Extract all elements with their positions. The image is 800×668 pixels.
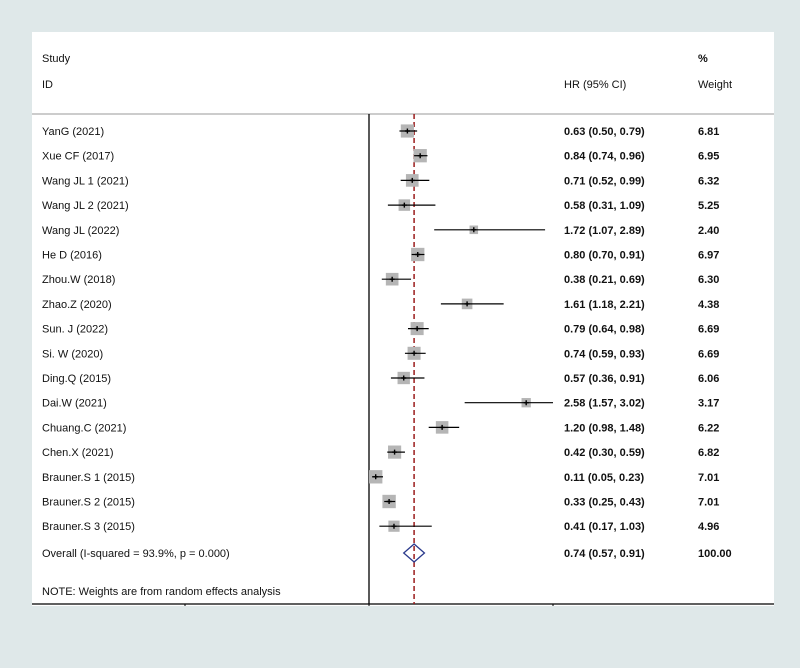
study-ci-text: 1.20 (0.98, 1.48)	[564, 422, 645, 434]
overall-weight: 100.00	[698, 548, 732, 560]
study-row: Zhao.Z (2020) 1.61 (1.18, 2.21) 4.38	[42, 298, 719, 311]
study-label: Xue CF (2017)	[42, 151, 114, 163]
plot-panel: Study ID HR (95% CI) % Weight YanG (2021…	[32, 32, 774, 606]
study-ci-text: 0.63 (0.50, 0.79)	[564, 126, 645, 138]
study-label: Brauner.S 3 (2015)	[42, 521, 135, 533]
study-rows: YanG (2021) 0.63 (0.50, 0.79) 6.81 Xue CF (…	[42, 114, 719, 604]
study-row: Si. W (2020) 0.74 (0.59, 0.93) 6.69	[42, 346, 719, 360]
study-row: Dai.W (2021) 2.58 (1.57, 3.02) 3.17	[42, 398, 719, 410]
study-ci-text: 0.33 (0.25, 0.43)	[564, 497, 645, 509]
study-label: YanG (2021)	[42, 126, 104, 138]
study-ci-text: 0.71 (0.52, 0.99)	[564, 175, 645, 187]
study-weight: 6.95	[698, 151, 719, 163]
forest-plot: Study ID HR (95% CI) % Weight YanG (2021…	[32, 53, 774, 606]
study-ci-text: 0.79 (0.64, 0.98)	[564, 324, 645, 336]
study-point-marker	[439, 424, 445, 430]
study-ci-text: 0.38 (0.21, 0.69)	[564, 274, 645, 286]
study-label: Wang JL 2 (2021)	[42, 200, 129, 212]
study-weight: 6.32	[698, 175, 719, 187]
study-point-marker	[415, 252, 421, 257]
study-weight: 6.97	[698, 250, 719, 262]
study-row: Xue CF (2017) 0.84 (0.74, 0.96) 6.95	[42, 149, 719, 163]
header-pct: %	[698, 53, 708, 65]
study-point-marker	[417, 153, 423, 159]
header-hr: HR (95% CI)	[564, 79, 626, 91]
study-ci-text: 0.41 (0.17, 1.03)	[564, 521, 645, 533]
study-row: Brauner.S 3 (2015) 0.41 (0.17, 1.03) 4.96	[42, 520, 719, 533]
study-point-marker	[373, 474, 379, 480]
study-label: Brauner.S 2 (2015)	[42, 497, 135, 509]
study-weight: 4.96	[698, 521, 719, 533]
header-weight: Weight	[698, 79, 732, 91]
study-label: Ding.Q (2015)	[42, 373, 111, 385]
overall-diamond	[402, 543, 426, 563]
study-label: Sun. J (2022)	[42, 324, 108, 336]
overall-ci: 0.74 (0.57, 0.91)	[564, 548, 645, 560]
study-weight: 4.38	[698, 299, 719, 311]
study-row: Ding.Q (2015) 0.57 (0.36, 0.91) 6.06	[42, 371, 719, 385]
study-point-marker	[386, 499, 392, 504]
study-ci-text: 0.58 (0.31, 1.09)	[564, 200, 645, 212]
study-weight: 6.06	[698, 373, 719, 385]
study-row: Zhou.W (2018) 0.38 (0.21, 0.69) 6.30	[42, 272, 719, 286]
study-label: Wang JL 1 (2021)	[42, 175, 129, 187]
note-text: NOTE: Weights are from random effects an…	[42, 586, 281, 598]
study-ci-text: 0.11 (0.05, 0.23)	[564, 472, 644, 484]
study-ci-text: 1.72 (1.07, 2.89)	[564, 225, 645, 237]
study-point-marker	[389, 276, 395, 282]
study-point-marker	[392, 449, 398, 455]
study-weight: 6.81	[698, 126, 719, 138]
study-weight: 6.22	[698, 422, 719, 434]
study-row: Wang JL (2022) 1.72 (1.07, 2.89) 2.40	[42, 225, 719, 237]
study-weight: 6.69	[698, 324, 719, 336]
header-id: ID	[42, 79, 53, 91]
study-weight: 7.01	[698, 472, 719, 484]
study-row: Chen.X (2021) 0.42 (0.30, 0.59) 6.82	[42, 445, 719, 459]
study-label: Brauner.S 1 (2015)	[42, 472, 135, 484]
study-label: Zhou.W (2018)	[42, 274, 115, 286]
study-row: Wang JL 1 (2021) 0.71 (0.52, 0.99) 6.32	[42, 174, 719, 187]
study-row: Wang JL 2 (2021) 0.58 (0.31, 1.09) 5.25	[42, 199, 719, 212]
study-ci-text: 2.58 (1.57, 3.02)	[564, 398, 645, 410]
study-row: Sun. J (2022) 0.79 (0.64, 0.98) 6.69	[42, 322, 719, 336]
study-weight: 6.30	[698, 274, 719, 286]
study-label: Zhao.Z (2020)	[42, 299, 112, 311]
study-weight: 5.25	[698, 200, 719, 212]
study-label: Si. W (2020)	[42, 348, 103, 360]
study-ci-text: 0.74 (0.59, 0.93)	[564, 348, 645, 360]
study-weight: 6.82	[698, 447, 719, 459]
study-point-marker	[471, 227, 477, 233]
study-weight: 2.40	[698, 225, 719, 237]
study-weight: 7.01	[698, 497, 719, 509]
study-ci-text: 0.84 (0.74, 0.96)	[564, 151, 645, 163]
study-weight: 6.69	[698, 348, 719, 360]
x-axis-ticks: -3.0203.02	[184, 604, 554, 606]
study-ci-text: 0.80 (0.70, 0.91)	[564, 250, 645, 262]
study-ci-text: 0.42 (0.30, 0.59)	[564, 447, 645, 459]
study-point-marker	[404, 128, 410, 134]
study-point-marker	[401, 202, 407, 208]
study-point-marker	[464, 301, 470, 307]
study-label: Wang JL (2022)	[42, 225, 119, 237]
study-point-marker	[409, 177, 415, 183]
study-point-marker	[523, 400, 529, 406]
study-point-marker	[401, 375, 407, 381]
study-row: Chuang.C (2021) 1.20 (0.98, 1.48) 6.22	[42, 421, 719, 434]
header-study: Study	[42, 53, 71, 65]
study-row: Brauner.S 1 (2015) 0.11 (0.05, 0.23) 7.01	[42, 470, 719, 484]
study-weight: 3.17	[698, 398, 719, 410]
study-label: He D (2016)	[42, 250, 102, 262]
study-point-marker	[411, 350, 417, 356]
study-ci-text: 0.57 (0.36, 0.91)	[564, 373, 645, 385]
study-row: He D (2016) 0.80 (0.70, 0.91) 6.97	[42, 247, 719, 262]
study-row: YanG (2021) 0.63 (0.50, 0.79) 6.81	[42, 124, 719, 138]
study-label: Chuang.C (2021)	[42, 422, 126, 434]
study-point-marker	[391, 523, 397, 529]
study-ci-text: 1.61 (1.18, 2.21)	[564, 299, 645, 311]
study-point-marker	[414, 326, 420, 332]
study-label: Dai.W (2021)	[42, 398, 107, 410]
study-label: Chen.X (2021)	[42, 447, 114, 459]
overall-label: Overall (I-squared = 93.9%, p = 0.000)	[42, 548, 230, 560]
study-row: Brauner.S 2 (2015) 0.33 (0.25, 0.43) 7.01	[42, 494, 719, 509]
